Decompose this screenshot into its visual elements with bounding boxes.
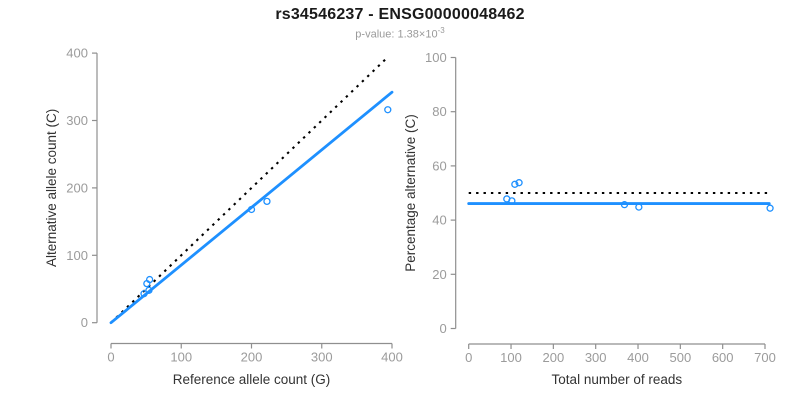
p-value-exponent: -3: [437, 26, 445, 35]
y-tick-label: 0: [81, 315, 88, 330]
y-tick-label: 200: [66, 180, 88, 195]
data-point: [145, 275, 154, 284]
x-axis-title: Total number of reads: [552, 372, 683, 387]
data-point: [145, 286, 153, 294]
x-tick-label: 400: [381, 350, 403, 365]
data-point: [140, 290, 148, 298]
panel-percentage-vs-reads: 0 100 200 300 400 500 600 700 0 20 40 60 80 100 Total …: [403, 50, 776, 387]
x-tick-label: 400: [627, 350, 649, 365]
panel-allele-counts: 0 100 200 300 400 0 100 200 300 400 Reference alle…: [44, 46, 403, 387]
y-axis-title: Alternative allele count (C): [44, 109, 59, 267]
y-tick-label: 100: [425, 50, 447, 65]
x-tick-label: 300: [311, 350, 333, 365]
y-tick-label: 100: [66, 248, 88, 263]
y-tick-label: 400: [66, 46, 88, 61]
data-point: [247, 205, 256, 214]
data-point: [511, 180, 519, 188]
x-tick-label: 0: [465, 350, 472, 365]
data-point: [766, 204, 774, 212]
y-axis-title: Percentage alternative (C): [403, 114, 418, 272]
x-tick-label: 500: [669, 350, 691, 365]
y-tick-label: 40: [432, 213, 446, 228]
x-tick-label: 200: [241, 350, 263, 365]
y-tick-label: 60: [432, 158, 446, 173]
x-tick-label: 700: [754, 350, 776, 365]
data-point: [508, 197, 516, 205]
y-tick-label: 300: [66, 113, 88, 128]
figure-title: rs34546237 - ENSG00000048462: [275, 6, 525, 23]
reference-line: [110, 55, 390, 324]
x-tick-label: 100: [170, 350, 192, 365]
y-tick-label: 80: [432, 104, 446, 119]
data-point: [515, 179, 523, 187]
p-value-text: p-value: 1.38×10: [355, 28, 438, 41]
data-point: [384, 106, 392, 114]
y-tick-label: 20: [432, 267, 446, 282]
data-point: [263, 197, 271, 206]
x-tick-label: 100: [500, 350, 522, 365]
x-tick-label: 0: [107, 350, 114, 365]
x-tick-label: 300: [585, 350, 607, 365]
fit-line: [109, 90, 394, 325]
data-point: [620, 201, 629, 209]
x-axis-title: Reference allele count (G): [173, 372, 331, 387]
x-tick-label: 600: [712, 350, 734, 365]
data-point: [635, 203, 643, 211]
figure-subtitle: p-value: 1.38×10-3: [0, 26, 800, 41]
x-tick-label: 200: [543, 350, 565, 365]
y-tick-label: 0: [439, 321, 446, 336]
